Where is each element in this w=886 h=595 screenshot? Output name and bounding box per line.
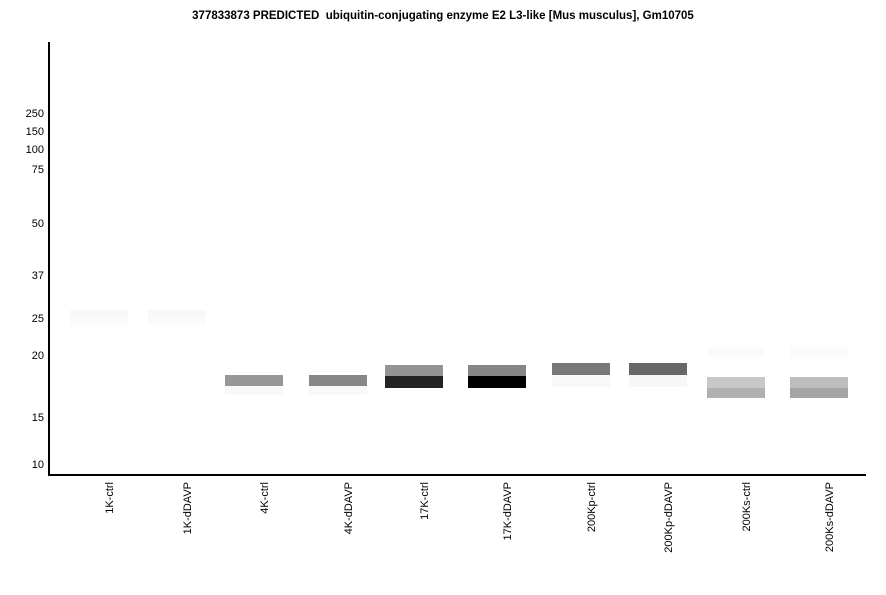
gel-lane — [50, 44, 866, 474]
y-axis-tick-10: 10 — [31, 459, 44, 471]
x-axis-tick-17k-ddavp: 17K-dDAVP — [502, 482, 514, 541]
y-axis-tick-37: 37 — [31, 270, 44, 282]
gel-band — [148, 318, 206, 325]
x-axis-tick-200ks-ddavp: 200Ks-dDAVP — [824, 482, 836, 553]
gel-band — [385, 365, 443, 376]
gel-lane — [50, 44, 866, 474]
gel-lane — [50, 44, 866, 474]
page-title: 377833873 PREDICTED ubiquitin-conjugatin… — [192, 10, 694, 22]
gel-band — [790, 347, 848, 357]
gel-band — [468, 376, 526, 388]
x-axis-tick-200kp-ctrl: 200Kp-ctrl — [586, 482, 598, 533]
x-axis-tick-4k-ddavp: 4K-dDAVP — [343, 482, 355, 535]
gel-band — [385, 376, 443, 388]
gel-lane — [50, 44, 866, 474]
gel-lanes-area — [50, 44, 866, 474]
gel-lane — [50, 44, 866, 474]
gel-lane — [50, 44, 866, 474]
gel-lane — [50, 44, 866, 474]
y-axis-tick-labels: 250 150 100 75 50 37 25 20 15 10 — [0, 0, 44, 595]
y-axis-tick-20: 20 — [31, 350, 44, 362]
gel-band — [707, 388, 765, 398]
gel-band — [707, 347, 765, 357]
y-axis-tick-50: 50 — [31, 218, 44, 230]
y-axis-tick-150: 150 — [25, 126, 44, 138]
gel-band — [629, 375, 687, 387]
y-axis-tick-75: 75 — [31, 164, 44, 176]
gel-band — [468, 365, 526, 376]
y-axis-tick-15: 15 — [31, 412, 44, 424]
y-axis-line — [48, 42, 50, 476]
gel-lane — [50, 44, 866, 474]
gel-lane — [50, 44, 866, 474]
gel-band — [309, 375, 367, 386]
gel-band — [552, 363, 610, 375]
x-axis-tick-200kp-ddavp: 200Kp-dDAVP — [663, 482, 675, 553]
gel-band — [309, 386, 367, 395]
gel-band — [629, 363, 687, 375]
y-axis-tick-25: 25 — [31, 313, 44, 325]
x-axis-tick-1k-ctrl: 1K-ctrl — [104, 482, 116, 514]
gel-lane — [50, 44, 866, 474]
gel-band — [225, 386, 283, 395]
y-axis-tick-100: 100 — [25, 144, 44, 156]
gel-band — [790, 377, 848, 388]
gel-band — [790, 388, 848, 398]
y-axis-tick-250: 250 — [25, 108, 44, 120]
x-axis-tick-17k-ctrl: 17K-ctrl — [419, 482, 431, 520]
x-axis-tick-1k-ddavp: 1K-dDAVP — [182, 482, 194, 535]
gel-band — [225, 375, 283, 386]
gel-band — [552, 375, 610, 387]
gel-band — [148, 310, 206, 318]
gel-band — [707, 377, 765, 388]
gel-band — [70, 318, 128, 325]
x-axis-line — [48, 474, 866, 476]
x-axis-tick-200ks-ctrl: 200Ks-ctrl — [741, 482, 753, 532]
x-axis-tick-4k-ctrl: 4K-ctrl — [259, 482, 271, 514]
gel-band — [70, 310, 128, 318]
